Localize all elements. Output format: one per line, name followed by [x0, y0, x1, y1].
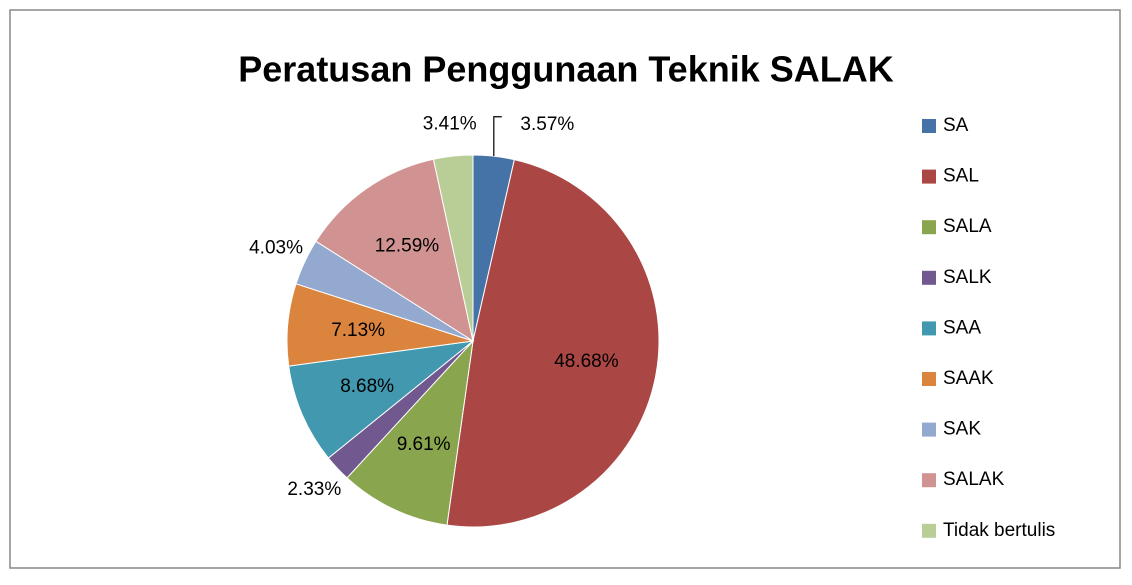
- pie-slice: [346, 339, 474, 526]
- legend-label: Tidak bertulis: [943, 520, 1055, 541]
- data-label: 2.33%: [287, 479, 341, 500]
- pie-slice: [446, 159, 660, 528]
- data-label: 8.68%: [340, 376, 394, 397]
- data-label: 48.68%: [554, 351, 619, 372]
- data-label: 9.61%: [397, 434, 451, 455]
- leader-line: [493, 116, 502, 157]
- legend-swatch: [922, 321, 936, 336]
- legend-label: SAL: [943, 166, 979, 187]
- legend-swatch: [922, 473, 936, 488]
- legend-swatch: [922, 119, 936, 133]
- legend-label: SALK: [943, 267, 992, 288]
- legend-label: SAAK: [943, 368, 994, 389]
- data-label: 7.13%: [331, 320, 385, 341]
- pie-slice: [432, 154, 474, 342]
- legend-swatch: [922, 169, 936, 184]
- chart-title: Peratusan Penggunaan Teknik SALAK: [238, 49, 893, 90]
- legend-swatch: [922, 270, 936, 285]
- pie-slice: [288, 340, 475, 459]
- legend-label: SALAK: [943, 469, 1005, 490]
- legend-label: SAK: [943, 419, 981, 440]
- legend-swatch: [922, 372, 936, 386]
- data-label: 3.57%: [520, 114, 574, 135]
- legend-swatch: [922, 422, 936, 437]
- legend-label: SA: [943, 115, 969, 136]
- data-label: 4.03%: [249, 237, 303, 258]
- data-label: 12.59%: [375, 235, 440, 256]
- legend-label: SAA: [943, 317, 981, 338]
- data-label: 3.41%: [423, 114, 477, 135]
- pie-slice: [315, 158, 474, 343]
- legend-swatch: [922, 220, 936, 235]
- legend-label: SALA: [943, 216, 992, 237]
- legend-swatch: [922, 523, 936, 538]
